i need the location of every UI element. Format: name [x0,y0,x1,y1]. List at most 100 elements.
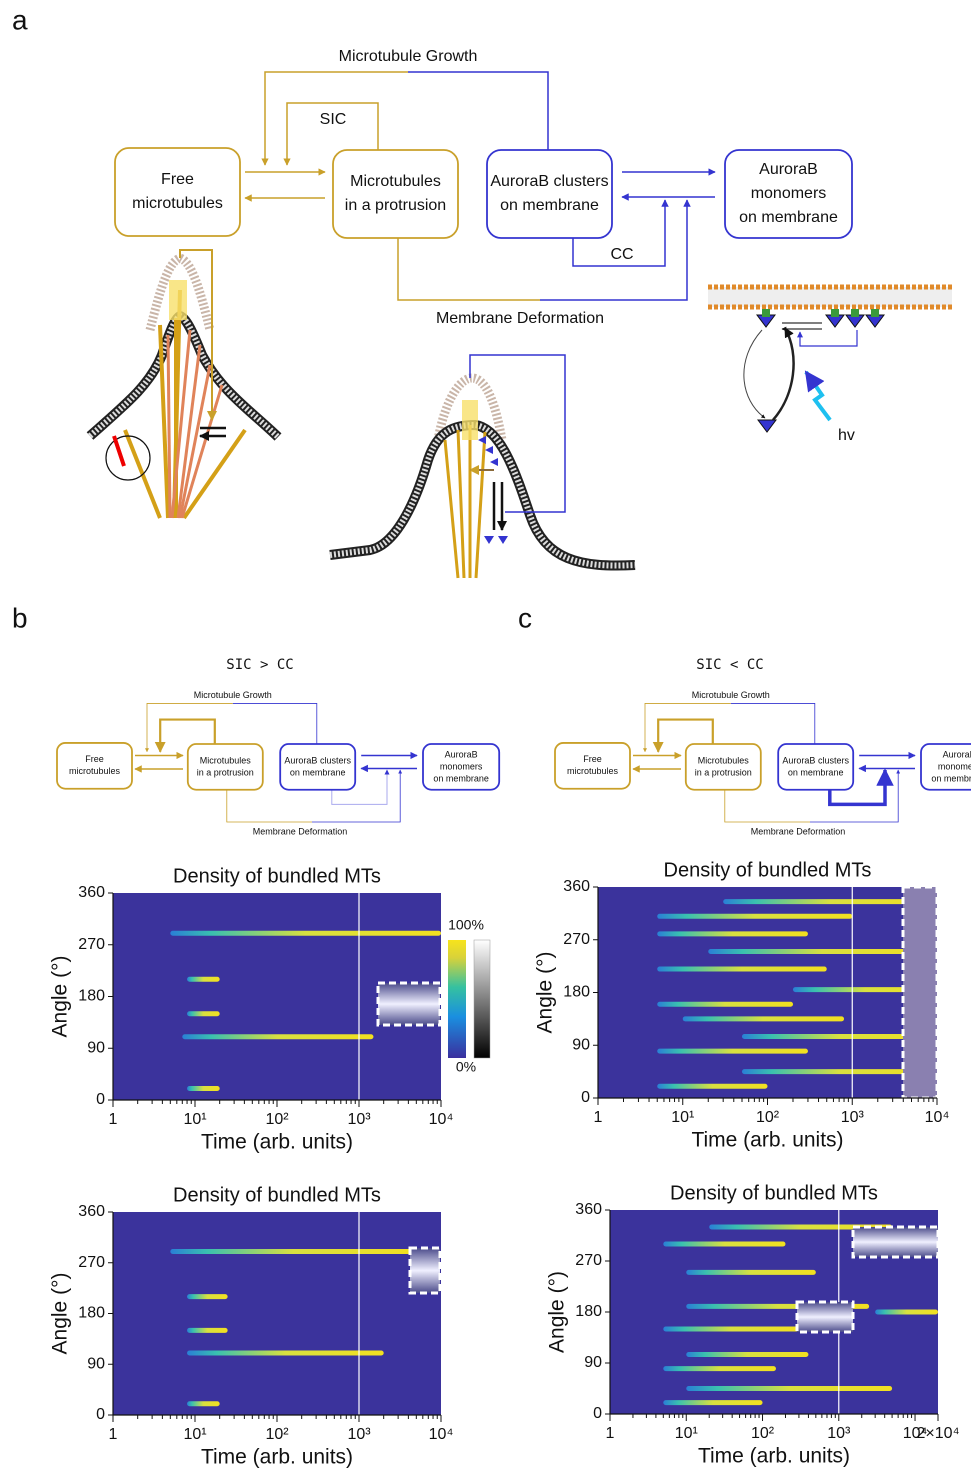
y-tick-label: 90 [572,1036,590,1053]
streak [187,1401,220,1406]
box-label: monomers [751,185,827,202]
box-label: Microtubules [350,173,441,190]
y-tick-label: 0 [581,1089,590,1106]
y-tick-label: 360 [563,878,590,895]
y-axis-label: Angle (°) [49,956,72,1038]
x-tick-label: 10⁴ [429,1111,454,1128]
streak [657,931,808,936]
box-label: microtubules [567,766,619,776]
y-tick-label: 180 [575,1303,602,1320]
loop-label: Microtubule Growth [339,48,478,65]
figure: hv a b c SIC > CC SIC < CC Freemicrotubu… [0,0,971,1473]
loop-label: Membrane Deformation [436,310,604,327]
box-label: on membrane [739,209,838,226]
x-axis-label: Time (arb. units) [201,1446,353,1469]
inset [797,1302,853,1332]
streak [182,1034,373,1039]
streak [686,1352,808,1357]
colorbar-gray [474,940,490,1058]
x-tick-label: 10³ [827,1425,851,1442]
y-axis-label: Angle (°) [546,1271,569,1353]
streak [686,1270,816,1275]
box-label: AuroraB clusters [782,755,849,765]
box-label: on membrane [788,767,844,777]
y-tick-label: 180 [78,988,105,1005]
connector [408,72,548,150]
x-tick-label: 1 [109,1111,118,1128]
colorbar-label: 0% [456,1059,476,1075]
connector [731,703,815,744]
inset [903,887,937,1098]
connector [398,238,540,300]
connector [233,703,317,744]
streak [657,1084,767,1089]
x-tick-label: 10² [265,1426,289,1443]
box-label: Free [583,754,602,764]
box-label: AuroraB [943,749,971,759]
y-tick-label: 360 [78,1203,105,1220]
streak [657,1002,793,1007]
x-tick-label: 10³ [347,1111,371,1128]
panel-label: a [12,4,28,35]
streak [187,1350,384,1355]
x-tick-label: 1 [109,1426,118,1443]
y-tick-label: 270 [78,936,105,953]
panel-label: b [12,602,28,633]
streak [663,1327,799,1332]
x-tick-label: 1 [594,1109,603,1126]
streak [657,914,852,919]
box-label: microtubules [132,195,223,212]
x-tick-label: 10⁴ [429,1426,454,1443]
streak [170,931,441,936]
box-label: monomers [440,761,483,771]
panel-label: c [518,602,532,633]
x-tick-label: 10³ [841,1109,865,1126]
illustration-right: hv [708,287,952,444]
x-tick-label: 10¹ [183,1426,206,1443]
box-label: on membrane [931,773,971,783]
box-label: monomers [938,761,971,771]
x-axis-label: Time (arb. units) [201,1131,353,1154]
box-label: on membrane [500,197,599,214]
box [115,148,240,236]
box-label: in a protrusion [197,767,254,777]
condition: SIC < CC [696,657,763,673]
streak [875,1310,938,1315]
streak [170,1249,416,1254]
loop-label: CC [610,246,633,263]
box-label: Microtubules [698,755,750,765]
box-label: AuroraB clusters [490,173,608,190]
connector [227,790,312,822]
x-tick-label: 10¹ [671,1109,694,1126]
page: hv a b c SIC > CC SIC < CC Freemicrotubu… [0,0,971,1473]
heatmap-title: Density of bundled MTs [670,1182,878,1204]
heatmap-title: Density of bundled MTs [664,859,872,881]
heatmap-title: Density of bundled MTs [173,1184,381,1206]
box-label: Free [161,171,194,188]
streak [187,977,220,982]
x-tick-label: 10² [756,1109,780,1126]
box-label: on membrane [290,767,346,777]
loop-label: SIC [320,111,347,128]
y-tick-label: 360 [575,1201,602,1218]
streak [663,1400,762,1405]
streak [187,1086,220,1091]
inset [378,983,440,1025]
loop-label: Microtubule Growth [194,690,272,700]
x-tick-label: 10⁴ [925,1109,950,1126]
colorbar [448,940,466,1058]
box-label: microtubules [69,766,121,776]
inset [853,1227,938,1257]
x-tick-label: 10¹ [675,1425,698,1442]
x-tick-label: 2×10⁴ [917,1425,960,1442]
streak [657,967,827,972]
y-tick-label: 0 [96,1091,105,1108]
illustration-left [90,250,278,518]
box-label: in a protrusion [695,767,752,777]
box-label: AuroraB [445,749,478,759]
box-label: Microtubules [200,755,252,765]
x-axis-label: Time (arb. units) [698,1445,850,1468]
streak [686,1386,892,1391]
streak [187,1294,228,1299]
y-tick-label: 0 [96,1406,105,1423]
